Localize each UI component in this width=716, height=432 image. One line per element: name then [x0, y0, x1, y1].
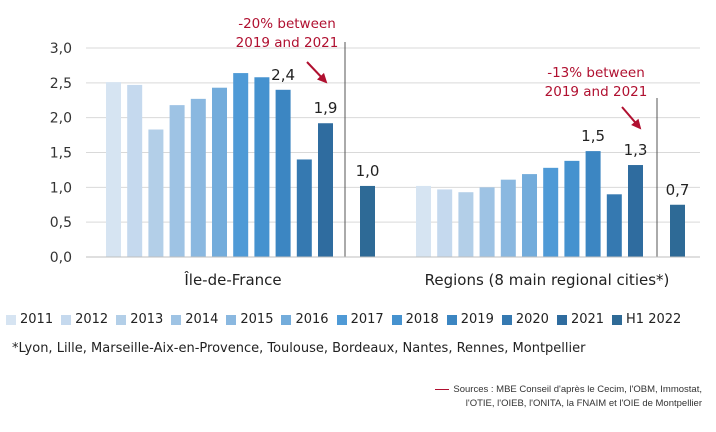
legend-label: 2013: [130, 312, 164, 327]
legend-label: 2015: [240, 312, 274, 327]
sources-dash: [435, 388, 450, 390]
legend-item: 2020: [501, 312, 549, 327]
annotation-text: -20% between: [238, 16, 336, 32]
legend-item: 2021: [556, 312, 605, 327]
legend-label: 2012: [75, 312, 109, 327]
legend-swatch: [171, 314, 182, 325]
legend-label: 2019: [460, 312, 494, 327]
legend-item: 2015: [226, 312, 273, 327]
data-label: 1,9: [314, 99, 338, 117]
arrow-head: [317, 72, 328, 84]
bar: [296, 159, 312, 257]
legend-item: 2014: [171, 312, 218, 327]
bar: [564, 160, 580, 257]
y-tick-label: 1,0: [50, 180, 72, 196]
legend-item: 2011: [6, 312, 53, 327]
legend-item: 2012: [61, 312, 108, 327]
legend: 2011 2012 2013 2014 2015 2016 2017 2018 2019 2020…: [6, 312, 712, 327]
data-label: 1,5: [581, 127, 605, 145]
legend-swatch: [391, 314, 402, 325]
legend-swatch: [226, 314, 237, 325]
data-label: 1,0: [356, 162, 380, 180]
annotation-text: 2019 and 2021: [545, 84, 648, 100]
legend-label: 2017: [350, 312, 384, 327]
bar: [254, 77, 270, 257]
bar: [670, 204, 685, 257]
legend-item: 2018: [391, 312, 439, 327]
legend-label: 2018: [405, 312, 439, 327]
annotation-text: 2019 and 2021: [236, 35, 339, 51]
legend-item: H1 2022: [612, 312, 681, 327]
x-group-label: Île-de-France: [183, 270, 281, 289]
data-label: 1,3: [624, 141, 648, 159]
legend-swatch: [61, 314, 72, 325]
legend-item: 2016: [281, 312, 329, 327]
legend-label: 2016: [295, 312, 329, 327]
legend-swatch: [612, 314, 623, 325]
y-tick-label: 3,0: [50, 41, 72, 57]
x-axis: Île-de-France Regions (8 main regional ci…: [86, 256, 700, 289]
bar: [106, 82, 121, 258]
legend-swatch: [336, 314, 347, 325]
bar: [190, 98, 206, 258]
y-tick-label: 2,5: [50, 76, 72, 92]
bar: [458, 192, 474, 257]
y-tick-label: 2,0: [50, 111, 72, 127]
legend-label: 2011: [20, 312, 54, 327]
bar: [148, 129, 164, 257]
bar: [233, 73, 249, 257]
bars: [106, 73, 685, 258]
legend-label: 2020: [515, 312, 549, 327]
data-label: 2,4: [271, 66, 295, 84]
legend-swatch: [6, 314, 16, 325]
y-tick-label: 0,0: [50, 250, 72, 266]
sources-line-2: l'OTIE, l'OIEB, l'ONITA, la FNAIM et l'O…: [465, 398, 702, 409]
bar: [127, 84, 143, 257]
bar: [416, 185, 431, 257]
bar: [500, 179, 516, 257]
legend-item: 2013: [116, 312, 163, 327]
legend-item: 2019: [446, 312, 494, 327]
data-labels: 2,4 1,9 1,0 1,5 1,3 0,7: [271, 66, 689, 199]
bar: [275, 89, 291, 257]
bar: [169, 105, 185, 257]
legend-swatch: [116, 314, 127, 325]
legend-label: 2014: [185, 312, 219, 327]
sources-note: Sources : MBE Conseil d'après le Cecim, …: [372, 383, 702, 411]
y-tick-label: 0,5: [50, 215, 72, 231]
bar: [522, 174, 537, 257]
y-axis: 0,0 0,5 1,0 1,5 2,0 2,5 3,0: [50, 41, 72, 266]
bar: [628, 165, 643, 257]
bar: [318, 123, 333, 258]
legend-label: 2021: [570, 312, 605, 327]
bar: [543, 167, 559, 257]
legend-label: H1 2022: [626, 312, 682, 327]
bar: [437, 189, 453, 257]
sources-line-1: Sources : MBE Conseil d'après le Cecim, …: [372, 383, 702, 397]
legend-item: 2017: [336, 312, 384, 327]
bar: [360, 185, 375, 257]
annotation-text: -13% between: [547, 65, 645, 81]
data-label: 0,7: [666, 181, 690, 199]
legend-swatch: [281, 314, 292, 325]
bar: [585, 151, 601, 257]
bar: [606, 194, 622, 257]
bar: [479, 187, 495, 257]
arrow-head: [631, 118, 642, 130]
annotations: -20% between 2019 and 2021 -13% between 201…: [236, 16, 658, 257]
legend-swatch: [501, 314, 512, 325]
y-tick-label: 1,5: [50, 146, 72, 162]
bar-chart: 0,0 0,5 1,0 1,5 2,0 2,5 3,0 2,4 1,9 1,0 1,5 1,3 0,7…: [50, 16, 700, 289]
legend-swatch: [446, 314, 457, 325]
legend-swatch: [556, 314, 567, 325]
x-group-label: Regions (8 main regional cities*): [425, 271, 670, 289]
footnote: *Lyon, Lille, Marseille-Aix-en-Provence,…: [12, 341, 586, 356]
bar: [212, 87, 227, 258]
